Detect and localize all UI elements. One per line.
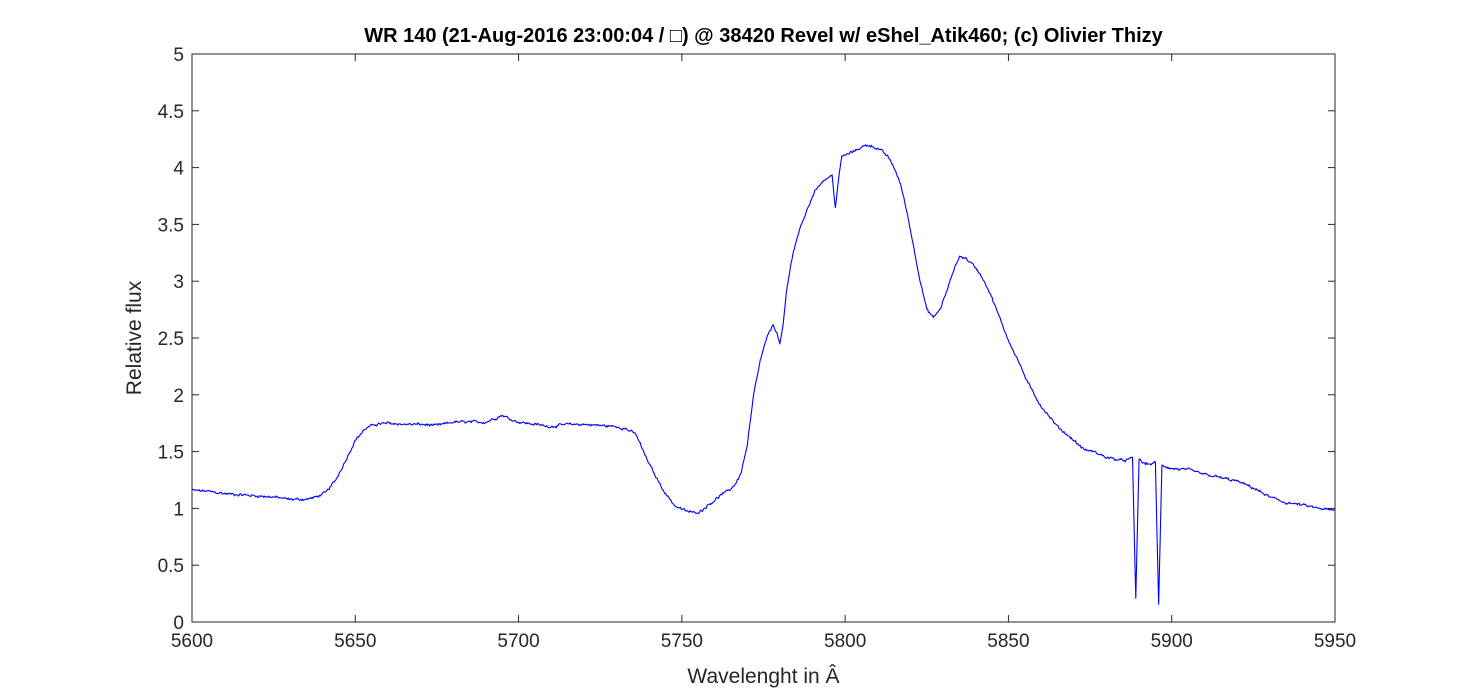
y-tick-label: 0	[173, 613, 184, 634]
spectrum-line	[192, 144, 1335, 605]
x-tick-label: 5650	[334, 631, 376, 652]
x-axis-label: Wavelenght in Â	[687, 665, 839, 688]
y-tick-label: 2.5	[158, 329, 184, 350]
y-tick-label: 4.5	[158, 102, 184, 123]
y-tick-label: 1	[173, 499, 184, 520]
y-tick-label: 3.5	[158, 215, 184, 236]
x-tick-label: 5950	[1314, 631, 1356, 652]
y-tick-label: 1.5	[158, 443, 184, 464]
x-tick-label: 5700	[497, 631, 539, 652]
x-tick-label: 5800	[824, 631, 866, 652]
x-tick-label: 5750	[661, 631, 703, 652]
y-axis-label: Relative flux	[123, 280, 146, 395]
series-layer	[192, 144, 1335, 605]
plot-area	[192, 54, 1335, 622]
chart-title: WR 140 (21-Aug-2016 23:00:04 / □) @ 3842…	[364, 25, 1163, 47]
y-tick-label: 0.5	[158, 556, 184, 577]
y-tick-label: 2	[173, 386, 184, 407]
y-tick-label: 4	[173, 159, 184, 180]
x-tick-label: 5900	[1151, 631, 1193, 652]
y-tick-label: 3	[173, 272, 184, 293]
x-tick-label: 5600	[171, 631, 213, 652]
y-tick-label: 5	[173, 45, 184, 66]
x-tick-label: 5850	[987, 631, 1029, 652]
x-axis: 5600 5650 5700 5750 5800 5850 5900 5950	[171, 54, 1356, 652]
y-axis: 0 0.5 1 1.5 2 2.5 3 3.5 4 4.5 5	[158, 45, 1335, 634]
